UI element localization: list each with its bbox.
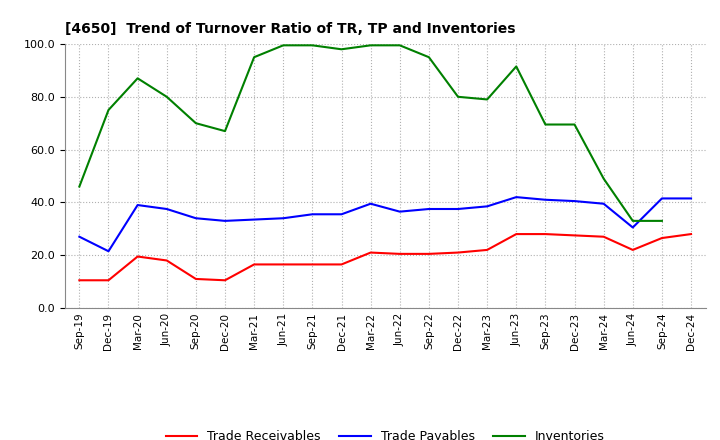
Trade Receivables: [425, 251, 433, 257]
Trade Payables: [395, 209, 404, 214]
Trade Receivables: [512, 231, 521, 237]
Inventories: [163, 94, 171, 99]
Trade Payables: [483, 204, 492, 209]
Inventories: [425, 55, 433, 60]
Trade Payables: [250, 217, 258, 222]
Inventories: [220, 128, 229, 134]
Inventories: [250, 55, 258, 60]
Trade Payables: [192, 216, 200, 221]
Trade Payables: [366, 201, 375, 206]
Trade Payables: [279, 216, 287, 221]
Trade Receivables: [687, 231, 696, 237]
Trade Payables: [629, 225, 637, 230]
Trade Payables: [133, 202, 142, 208]
Trade Payables: [104, 249, 113, 254]
Line: Inventories: Inventories: [79, 45, 662, 221]
Trade Receivables: [541, 231, 550, 237]
Inventories: [104, 107, 113, 113]
Trade Payables: [570, 198, 579, 204]
Trade Receivables: [570, 233, 579, 238]
Trade Payables: [657, 196, 666, 201]
Text: [4650]  Trend of Turnover Ratio of TR, TP and Inventories: [4650] Trend of Turnover Ratio of TR, TP…: [65, 22, 516, 36]
Trade Payables: [163, 206, 171, 212]
Inventories: [308, 43, 317, 48]
Inventories: [133, 76, 142, 81]
Inventories: [454, 94, 462, 99]
Trade Payables: [425, 206, 433, 212]
Trade Payables: [512, 194, 521, 200]
Trade Receivables: [657, 235, 666, 241]
Inventories: [279, 43, 287, 48]
Trade Receivables: [366, 250, 375, 255]
Trade Payables: [337, 212, 346, 217]
Trade Receivables: [454, 250, 462, 255]
Inventories: [629, 218, 637, 224]
Inventories: [483, 97, 492, 102]
Trade Payables: [75, 234, 84, 239]
Inventories: [75, 184, 84, 189]
Inventories: [570, 122, 579, 127]
Inventories: [599, 176, 608, 181]
Trade Receivables: [133, 254, 142, 259]
Trade Receivables: [104, 278, 113, 283]
Trade Receivables: [163, 258, 171, 263]
Trade Receivables: [75, 278, 84, 283]
Trade Payables: [687, 196, 696, 201]
Trade Receivables: [395, 251, 404, 257]
Trade Receivables: [599, 234, 608, 239]
Trade Receivables: [308, 262, 317, 267]
Inventories: [366, 43, 375, 48]
Trade Payables: [308, 212, 317, 217]
Trade Payables: [454, 206, 462, 212]
Trade Receivables: [220, 278, 229, 283]
Line: Trade Receivables: Trade Receivables: [79, 234, 691, 280]
Trade Payables: [599, 201, 608, 206]
Trade Receivables: [337, 262, 346, 267]
Trade Receivables: [629, 247, 637, 253]
Trade Receivables: [279, 262, 287, 267]
Trade Payables: [220, 218, 229, 224]
Inventories: [657, 218, 666, 224]
Legend: Trade Receivables, Trade Payables, Inventories: Trade Receivables, Trade Payables, Inven…: [161, 425, 610, 440]
Trade Receivables: [483, 247, 492, 253]
Trade Receivables: [250, 262, 258, 267]
Inventories: [512, 64, 521, 69]
Inventories: [541, 122, 550, 127]
Inventories: [337, 47, 346, 52]
Line: Trade Payables: Trade Payables: [79, 197, 691, 251]
Trade Payables: [541, 197, 550, 202]
Inventories: [192, 121, 200, 126]
Trade Receivables: [192, 276, 200, 282]
Inventories: [395, 43, 404, 48]
